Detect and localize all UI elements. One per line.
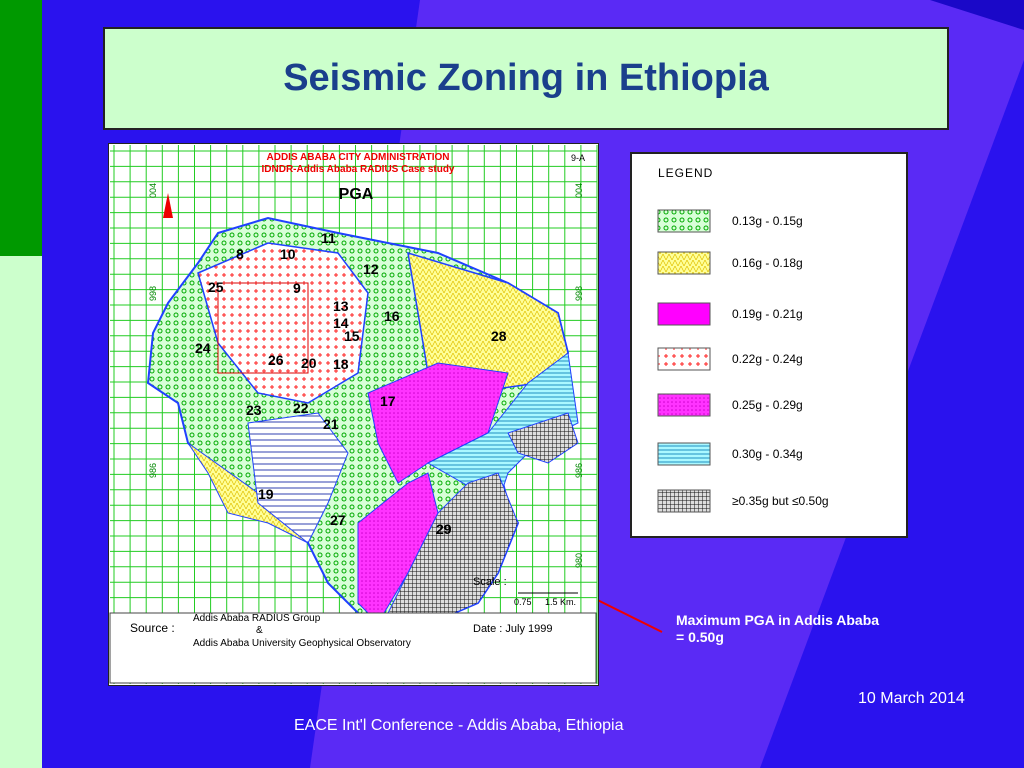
footer-date: 10 March 2014 [858,690,965,707]
zone-number: 19 [258,486,274,502]
map-heading: IDNDR-Addis Ababa RADIUS Case study [262,164,455,175]
grid-label: 986 [574,463,584,478]
north-arrow [163,193,173,218]
grid-label: 986 [148,463,158,478]
grid-label: 998 [148,286,158,301]
zone-number: 29 [436,521,452,537]
zone-number: 8 [236,246,244,262]
grid-label: 980 [574,553,584,568]
zone-number: 9 [293,280,301,296]
grid-label: 004 [574,183,584,198]
source-label: Source : [130,621,175,635]
zone-black [387,472,519,634]
zone-number: 25 [208,279,224,295]
annotation: Maximum PGA in Addis Ababa = 0.50g [676,612,880,645]
legend-swatch [657,302,711,326]
map-date: Date : July 1999 [473,623,553,635]
zone-number: 27 [330,512,346,528]
title: Seismic Zoning in Ethiopia [103,27,949,130]
zone-number: 21 [323,416,339,432]
zone-number: 26 [268,352,284,368]
zone-number: 28 [491,328,507,344]
legend-swatch [657,209,711,233]
legend-swatch [657,442,711,466]
source-line: Addis Ababa RADIUS Group [193,613,321,624]
zone-number: 11 [321,230,336,246]
zone-black-2 [507,412,579,464]
zone-number: 13 [333,298,349,314]
legend-label: ≥0.35g but ≤0.50g [732,494,829,508]
source-box [109,612,597,684]
scale-label: Scale : [473,576,507,588]
side-bar-light [0,256,42,768]
scale-tick: 0.75 [514,597,532,607]
legend-swatch [657,489,711,513]
zone-number: 18 [333,356,349,372]
legend-swatch [657,251,711,275]
map-pga: PGA [339,186,374,203]
grid-label: 998 [574,286,584,301]
zone-number: 23 [246,402,262,418]
legend-title: LEGEND [658,166,713,180]
legend-label: 0.13g - 0.15g [732,214,803,228]
zone-number: 10 [280,246,296,262]
zone-number: 12 [363,261,379,277]
legend: LEGEND 0.13g - 0.15g 0.16g - 0.18g 0.19g -… [630,152,908,538]
legend-label: 0.25g - 0.29g [732,398,803,412]
zone-blue [247,412,349,544]
zone-number: 15 [344,328,360,344]
scale-tick: 1.5 Km. [545,597,576,607]
zone-number: 16 [384,308,400,324]
source-line: Addis Ababa University Geophysical Obser… [193,638,411,649]
legend-label: 0.30g - 0.34g [732,447,803,461]
grid-label: 004 [148,183,158,198]
zone-number: 20 [301,355,317,371]
zone-number: 14 [333,315,349,331]
bg-corner [930,0,1024,30]
side-bar-dark [0,0,42,256]
map: ADDIS ABABA CITY ADMINISTRATION IDNDR-Ad… [108,143,599,686]
map-heading: ADDIS ABABA CITY ADMINISTRATION [267,152,450,163]
road-box [217,282,309,374]
footer-event: EACE Int'l Conference - Addis Ababa, Eth… [294,717,624,734]
legend-label: 0.16g - 0.18g [732,256,803,270]
source-line: & [256,625,263,636]
zone-number: 22 [293,400,309,416]
legend-label: 0.22g - 0.24g [732,352,803,366]
legend-swatch [657,347,711,371]
zone-number: 24 [195,340,211,356]
legend-swatch [657,393,711,417]
zone-number: 17 [380,393,396,409]
legend-label: 0.19g - 0.21g [732,307,803,321]
map-sheet: 9-A [571,153,585,163]
